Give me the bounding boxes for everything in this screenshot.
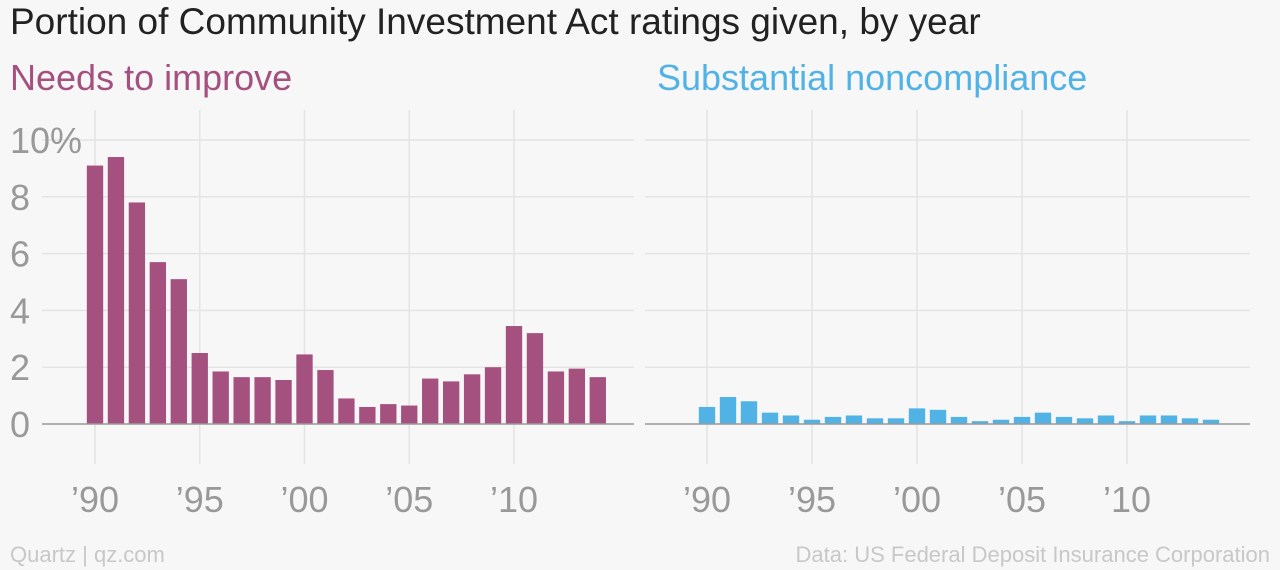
- bar: [1139, 415, 1157, 424]
- bar: [950, 416, 968, 424]
- bar: [526, 333, 544, 424]
- panel-title: Substantial noncompliance: [657, 57, 1087, 98]
- bar: [1097, 415, 1115, 424]
- bar: [1202, 419, 1220, 424]
- bar: [1160, 415, 1178, 424]
- bar: [740, 401, 758, 424]
- bar: [887, 418, 905, 424]
- bar: [401, 405, 418, 424]
- y-tick-label: 8: [10, 177, 30, 218]
- chart-title: Portion of Community Investment Act rati…: [10, 1, 981, 42]
- bar: [317, 370, 334, 424]
- bar: [719, 397, 737, 424]
- credit-text: Quartz | qz.com: [10, 542, 165, 567]
- bar: [908, 408, 926, 424]
- y-tick-label: 4: [10, 290, 30, 331]
- bar: [971, 421, 989, 424]
- bar: [1118, 421, 1136, 424]
- bar: [803, 419, 821, 424]
- bar: [568, 368, 586, 424]
- bar: [1055, 416, 1073, 424]
- x-tick-label: ’95: [788, 479, 836, 520]
- bar: [589, 377, 606, 424]
- bar: [992, 419, 1010, 424]
- x-tick-label: ’00: [280, 479, 328, 520]
- bar: [233, 377, 250, 424]
- x-tick-label: ’95: [176, 479, 224, 520]
- bar: [149, 262, 167, 424]
- bar: [107, 157, 125, 425]
- y-tick-label: 0: [10, 404, 30, 445]
- bar: [505, 326, 523, 424]
- bar: [782, 415, 800, 424]
- bar: [929, 409, 947, 424]
- bar: [296, 354, 313, 424]
- bar: [422, 378, 439, 424]
- bar: [442, 381, 460, 424]
- bar: [338, 398, 355, 424]
- bar: [698, 406, 716, 424]
- y-tick-label: 6: [10, 234, 30, 275]
- bar: [547, 371, 565, 424]
- bar: [866, 418, 884, 424]
- x-tick-label: ’90: [71, 479, 119, 520]
- bar: [484, 367, 502, 424]
- panel-1: Needs to improve ’90 ’95 ’00 ’05 ’10 0 2 4 6 8 10%: [10, 57, 634, 520]
- x-tick-label: ’10: [490, 479, 538, 520]
- source-text: Data: US Federal Deposit Insurance Corpo…: [795, 542, 1270, 567]
- bar: [254, 377, 271, 424]
- chart-area: Needs to improve ’90 ’95 ’00 ’05 ’10 0 2 4 6 8 10% S…: [10, 57, 1250, 520]
- panel-title: Needs to improve: [10, 57, 292, 98]
- bar: [212, 371, 229, 424]
- x-tick-label: ’90: [683, 479, 731, 520]
- bar: [128, 202, 146, 424]
- bar: [170, 279, 187, 424]
- bar: [359, 406, 376, 424]
- bar: [1181, 418, 1199, 424]
- bar: [761, 412, 779, 424]
- bar: [824, 416, 842, 424]
- bar: [380, 404, 397, 424]
- bar: [275, 379, 292, 424]
- bar: [191, 353, 208, 424]
- x-tick-label: ’05: [385, 479, 433, 520]
- bar: [86, 165, 104, 424]
- bar: [1034, 412, 1052, 424]
- bar: [1013, 416, 1031, 424]
- x-tick-label: ’00: [893, 479, 941, 520]
- panel-2: Substantial noncompliance ’90 ’95 ’00 ’05 ’10: [645, 57, 1250, 520]
- bar: [463, 374, 481, 424]
- y-tick-label: 2: [10, 347, 30, 388]
- y-tick-label: 10%: [10, 120, 82, 161]
- bar: [1076, 418, 1094, 424]
- x-tick-label: ’10: [1103, 479, 1151, 520]
- bar: [845, 415, 863, 424]
- x-tick-label: ’05: [998, 479, 1046, 520]
